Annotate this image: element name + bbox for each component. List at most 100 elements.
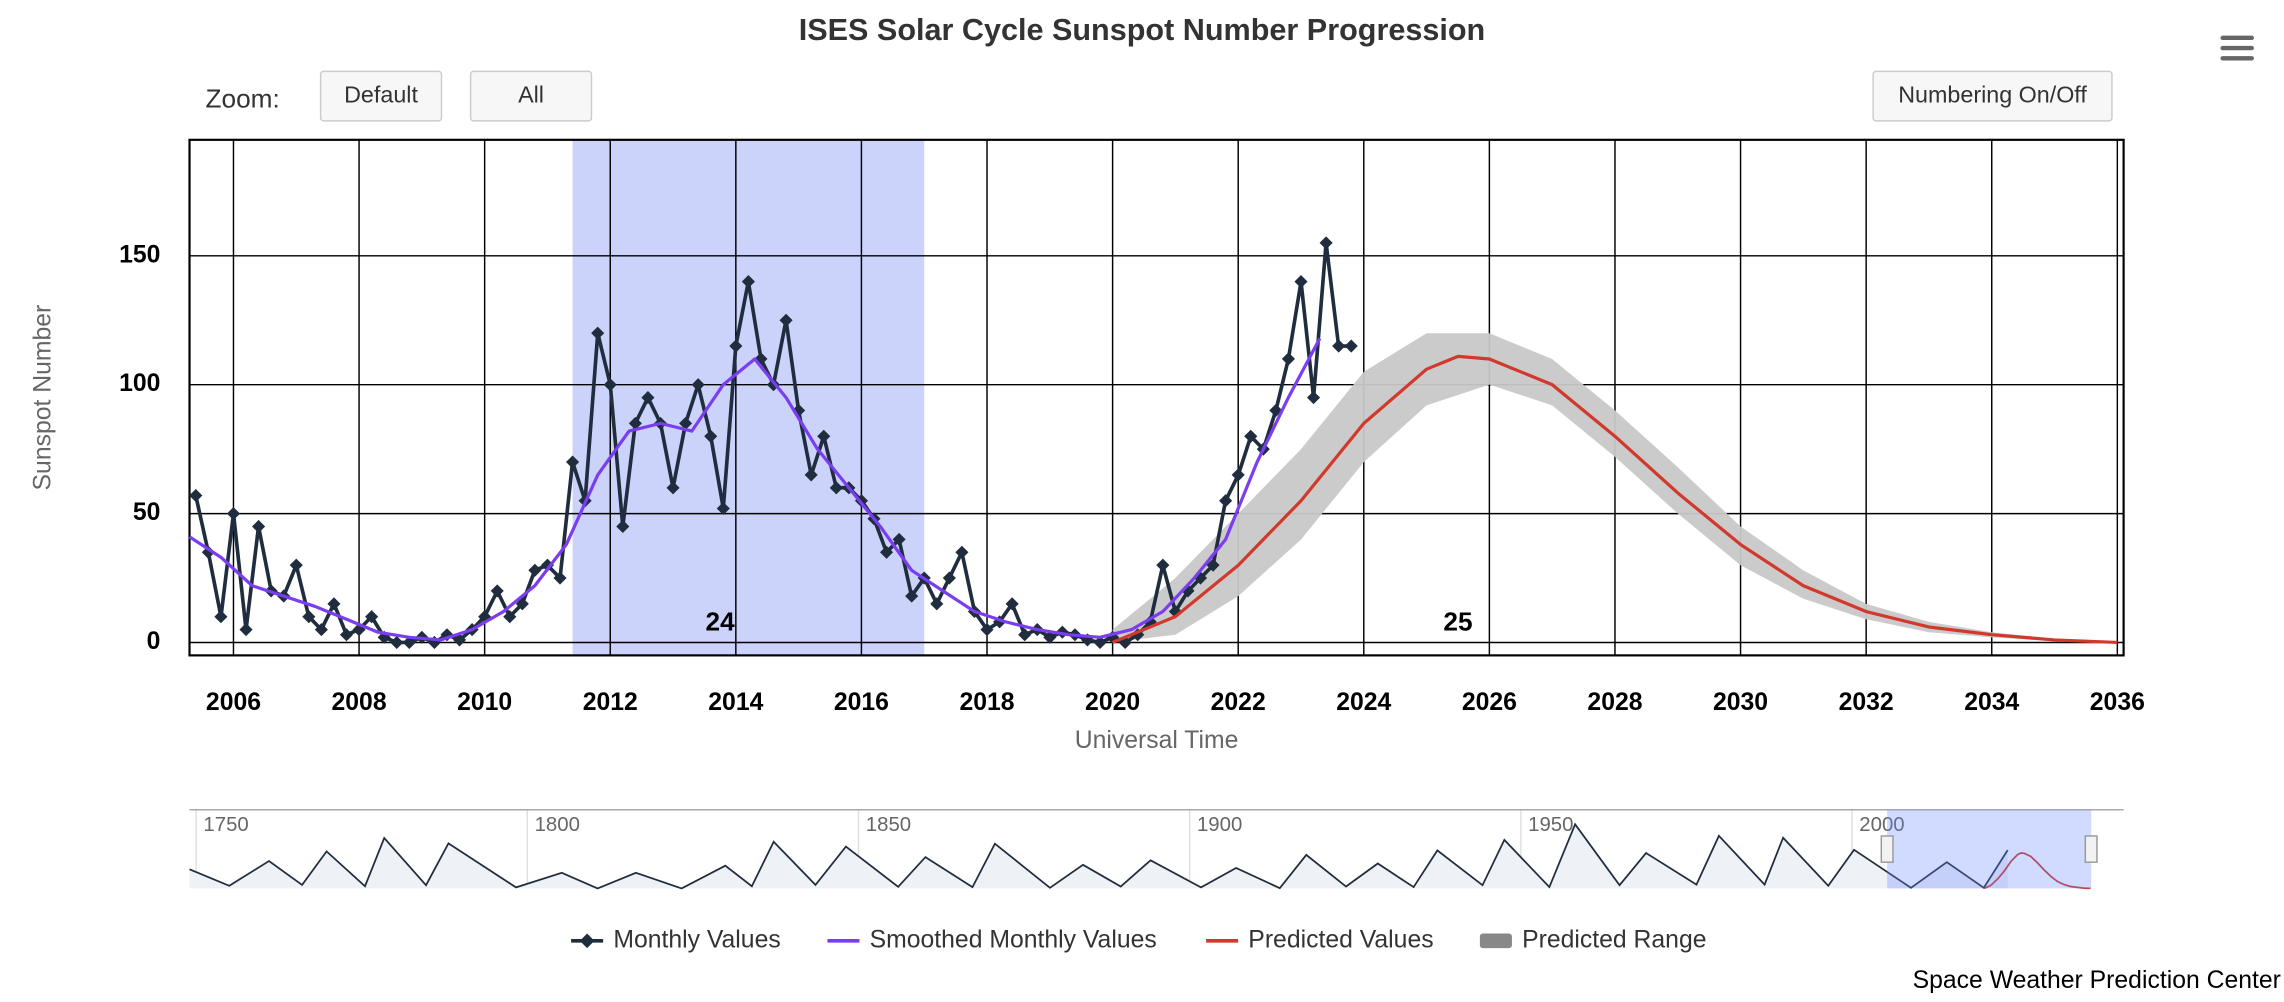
navigator-tick-label: 2000 — [1859, 814, 1904, 836]
navigator-tick-label: 1800 — [535, 814, 580, 836]
legend-label: Smoothed Monthly Values — [870, 926, 1157, 953]
zoom-label: Zoom: — [206, 83, 280, 113]
data-point — [226, 507, 241, 521]
x-tick-label: 2030 — [1713, 689, 1768, 716]
data-point — [942, 571, 956, 585]
data-point — [490, 584, 504, 598]
cycle-band — [572, 139, 925, 656]
cycle-label: 24 — [706, 606, 736, 636]
data-point — [1219, 494, 1233, 508]
zoom-all-button[interactable]: All — [469, 70, 593, 122]
x-tick-label: 2018 — [959, 689, 1014, 716]
y-tick-label: 150 — [119, 241, 160, 268]
x-tick-label: 2014 — [708, 689, 763, 716]
cycle-label: 25 — [1443, 606, 1472, 636]
x-tick-label: 2016 — [834, 689, 889, 716]
data-point — [327, 597, 341, 611]
x-tick-label: 2012 — [583, 689, 638, 716]
data-point — [289, 558, 303, 572]
legend-label: Predicted Range — [1522, 926, 1706, 953]
button-label[interactable]: Default — [344, 81, 418, 107]
data-point — [1344, 339, 1358, 353]
data-point — [566, 455, 580, 469]
button-label[interactable]: All — [518, 81, 544, 107]
chart-title: ISES Solar Cycle Sunspot Number Progress… — [799, 13, 1486, 47]
data-point — [1306, 391, 1321, 405]
y-tick-label: 100 — [119, 370, 160, 397]
data-point — [1281, 352, 1295, 366]
x-tick-label: 2010 — [457, 689, 512, 716]
data-point — [930, 597, 944, 611]
navigator-selection — [1887, 809, 2092, 889]
numbering-button[interactable]: Numbering On/Off — [1872, 70, 2113, 122]
data-point — [1018, 628, 1032, 642]
x-tick-label: 2008 — [332, 689, 387, 716]
data-point — [1043, 630, 1057, 644]
zoom-default-button[interactable]: Default — [319, 70, 443, 122]
y-tick-label: 0 — [147, 628, 161, 655]
navigator-handle[interactable] — [1880, 835, 1894, 863]
plot-border — [188, 138, 2125, 657]
plot: 2006 2008 2010 2012 2014 2016 2018 2020 2022 2024… — [119, 138, 2145, 953]
navigator-handle[interactable] — [2084, 835, 2098, 863]
x-tick-label: 2022 — [1211, 689, 1266, 716]
data-point — [528, 563, 542, 577]
data-point — [804, 468, 818, 482]
x-tick-label: 2020 — [1085, 689, 1140, 716]
data-point — [729, 339, 743, 353]
data-point — [641, 391, 655, 405]
data-point — [955, 545, 969, 559]
legend-label: Monthly Values — [613, 926, 780, 953]
predicted-range — [1112, 333, 2118, 643]
data-point — [779, 313, 793, 327]
y-tick-label: 50 — [133, 499, 161, 526]
data-point — [452, 633, 467, 647]
legend-label: Predicted Values — [1248, 926, 1433, 953]
x-tick-label: 2028 — [1587, 689, 1642, 716]
data-point — [679, 416, 693, 430]
navigator-line — [189, 822, 2009, 890]
data-point — [339, 628, 354, 642]
data-point — [1332, 339, 1346, 353]
x-axis-title: Universal Time — [1075, 727, 1239, 754]
data-point — [1244, 429, 1258, 443]
x-tick-label: 2006 — [206, 689, 261, 716]
navigator-predicted — [1984, 852, 2091, 890]
data-point — [716, 501, 730, 515]
data-point — [691, 378, 705, 392]
data-point — [1193, 571, 1208, 585]
data-point — [817, 429, 831, 443]
credits: Space Weather Prediction Center — [1913, 967, 2281, 994]
data-point — [402, 635, 416, 650]
legend-symbol — [1479, 933, 1512, 949]
navigator-tick-label: 1950 — [1528, 814, 1573, 836]
data-point — [1319, 236, 1333, 250]
data-point — [214, 610, 228, 624]
navigator-tick-label: 1750 — [203, 814, 248, 836]
data-point — [252, 519, 266, 534]
data-point — [239, 623, 253, 637]
x-tick-label: 2036 — [2090, 689, 2145, 716]
data-point — [1093, 635, 1107, 650]
data-point — [201, 545, 215, 559]
menu-button[interactable] — [2220, 35, 2254, 61]
data-point — [603, 378, 617, 392]
x-tick-label: 2034 — [1964, 689, 2019, 716]
x-tick-label: 2026 — [1462, 689, 1517, 716]
x-tick-label: 2024 — [1336, 689, 1391, 716]
data-point — [1231, 468, 1245, 482]
data-point — [1294, 275, 1308, 289]
legend-symbol — [579, 933, 595, 949]
button-label[interactable]: Numbering On/Off — [1898, 81, 2087, 107]
data-point — [1156, 558, 1170, 572]
navigator-tick-label: 1850 — [866, 814, 911, 836]
series-line — [1111, 354, 2118, 645]
x-tick-label: 2032 — [1839, 689, 1894, 716]
series-line — [188, 337, 1322, 642]
y-axis-title: Sunspot Number — [29, 305, 56, 491]
data-point — [879, 545, 894, 559]
data-point — [390, 635, 404, 650]
data-point — [189, 488, 203, 503]
data-point — [553, 571, 567, 585]
